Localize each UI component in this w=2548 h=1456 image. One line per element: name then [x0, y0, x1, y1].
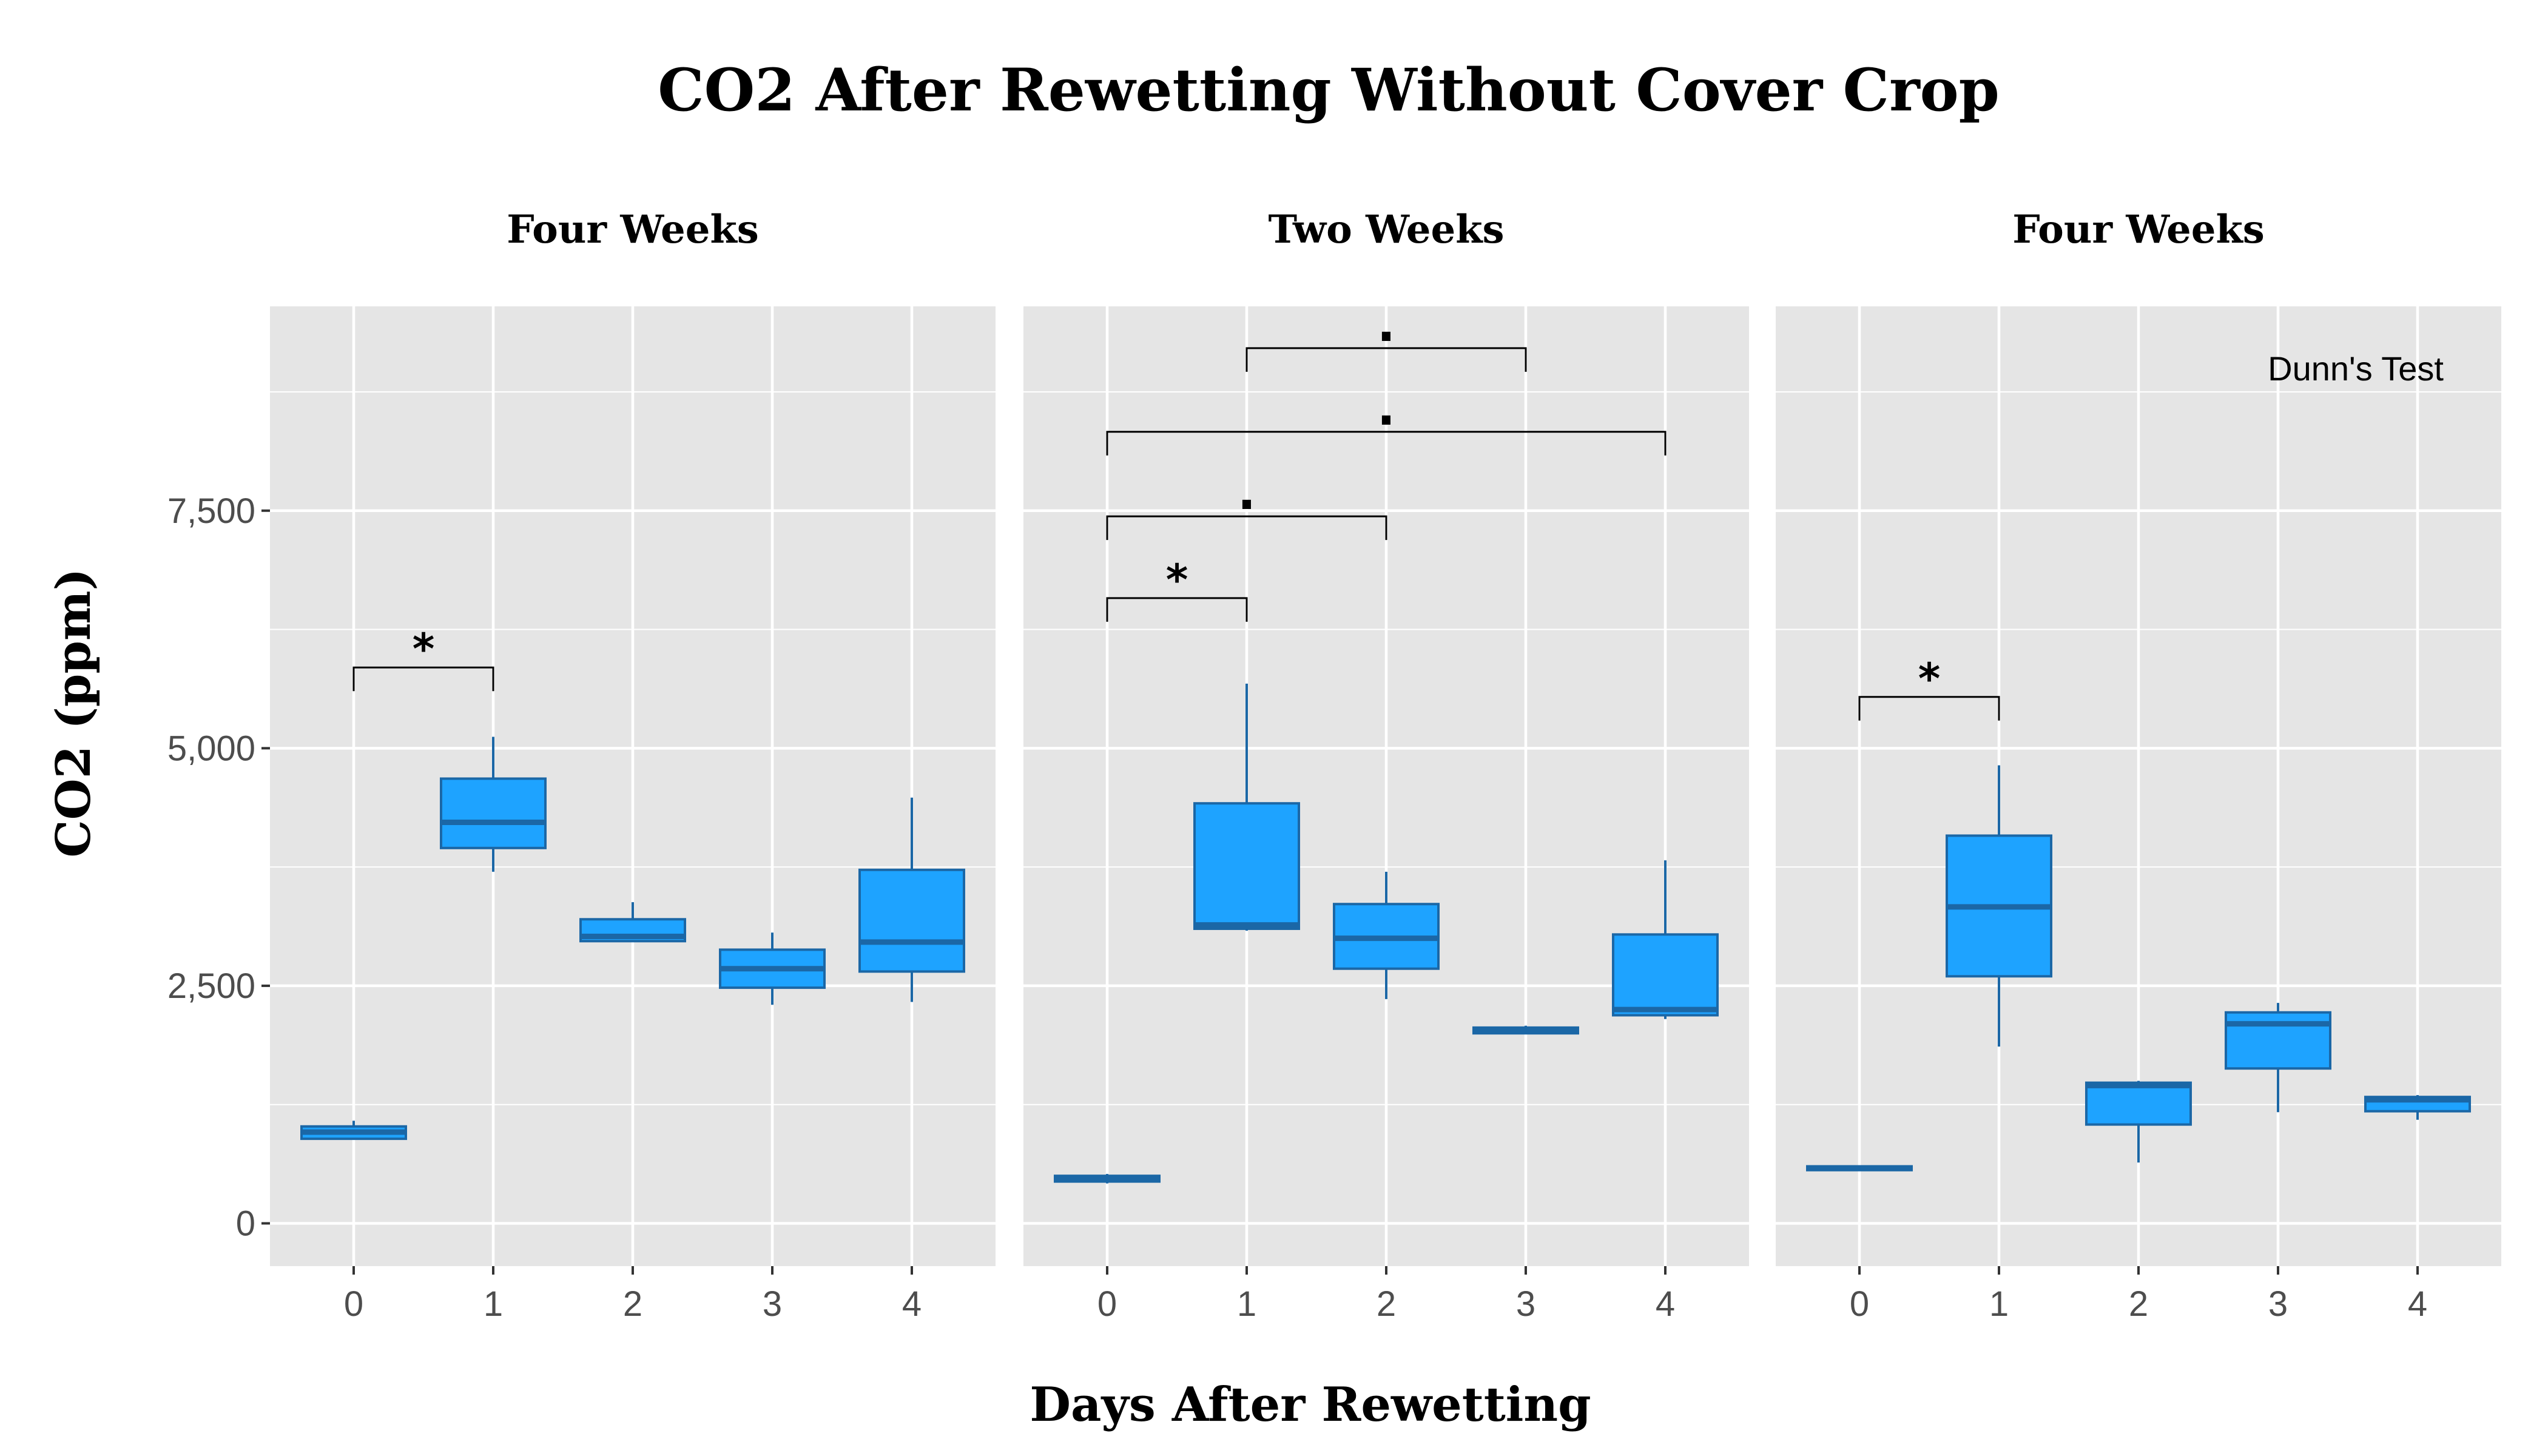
y-tick-label: 7,500: [167, 491, 255, 531]
box-1: [440, 736, 547, 872]
y-tick-label: 0: [236, 1204, 255, 1244]
x-tick-label: 3: [1516, 1284, 1535, 1324]
y-tick-label: 2,500: [167, 966, 255, 1006]
x-tick-label: 0: [344, 1284, 363, 1324]
box-2: [2085, 1080, 2192, 1163]
box-3: [719, 932, 826, 1005]
significance-label: .: [1238, 464, 1256, 521]
box-body: [1612, 933, 1719, 1017]
box-0: [300, 1121, 407, 1141]
bracket-line: [1858, 696, 2000, 721]
x-tick-label: 2: [623, 1284, 642, 1324]
panels-group: Four Weeks 0 1 2 3 4 * Two Weeks 0 1 2 3 4 *... Four W…: [270, 207, 2501, 1324]
x-tick-label: 0: [1850, 1284, 1869, 1324]
x-tick-label: 1: [1989, 1284, 2009, 1324]
significance-label: .: [1377, 380, 1395, 436]
panel-1: Four Weeks 0 1 2 3 4 *: [270, 207, 996, 1324]
bracket-line: [1106, 515, 1387, 541]
x-tick-label: 3: [763, 1284, 782, 1324]
annotation-label: Dunn's Test: [2268, 349, 2444, 388]
box-body: [440, 777, 547, 849]
bracket-line: [1106, 597, 1248, 622]
box-body: [858, 868, 965, 973]
x-tick-label: 4: [902, 1284, 922, 1324]
box-0: [1806, 1165, 1913, 1171]
bracket-line: [352, 666, 494, 692]
panel-label: Four Weeks: [2012, 207, 2265, 252]
x-tick-label: 0: [1097, 1284, 1117, 1324]
bracket-line: [1106, 431, 1667, 456]
x-tick-label: 1: [484, 1284, 503, 1324]
significance-label: *: [1166, 555, 1188, 605]
panel-label: Four Weeks: [507, 207, 759, 252]
chart-title: CO2 After Rewetting Without Cover Crop: [658, 56, 2000, 124]
x-axis-title: Days After Rewetting: [1030, 1377, 1591, 1432]
box-4: [858, 797, 965, 1002]
box-0: [1054, 1174, 1161, 1184]
significance-bracket: .: [1106, 380, 1667, 456]
panel-label: Two Weeks: [1268, 207, 1504, 252]
y-axis-title: CO2 (ppm): [46, 568, 101, 858]
y-axis: 0 2,500 5,000 7,500: [167, 491, 270, 1244]
box-1: [1946, 765, 2052, 1047]
box-body: [1193, 802, 1300, 930]
significance-bracket: .: [1245, 296, 1527, 372]
x-tick-label: 1: [1237, 1284, 1256, 1324]
y-tick-label: 5,000: [167, 729, 255, 768]
significance-label: *: [413, 624, 435, 674]
x-tick-label: 2: [1377, 1284, 1396, 1324]
significance-bracket: *: [1858, 654, 2000, 721]
significance-bracket: .: [1106, 464, 1387, 541]
box-4: [2364, 1095, 2471, 1120]
x-tick-label: 4: [2408, 1284, 2427, 1324]
panel-2: Two Weeks 0 1 2 3 4 *...: [1023, 207, 1749, 1324]
box-3: [1472, 1025, 1579, 1035]
significance-label: *: [1918, 654, 1941, 704]
box-3: [2225, 1003, 2331, 1113]
panel-3: Four Weeks 0 1 2 3 4 * Dunn's Test: [1776, 207, 2501, 1324]
x-tick-label: 2: [2129, 1284, 2148, 1324]
box-1: [1193, 683, 1300, 931]
box-body: [2225, 1011, 2331, 1070]
box-4: [1612, 860, 1719, 1019]
box-body: [2085, 1081, 2192, 1126]
significance-bracket: *: [352, 624, 494, 692]
significance-bracket: *: [1106, 555, 1248, 622]
bracket-line: [1245, 347, 1527, 372]
significance-label: .: [1377, 296, 1395, 352]
box-2: [579, 902, 686, 943]
x-tick-label: 4: [1656, 1284, 1675, 1324]
x-tick-label: 3: [2268, 1284, 2288, 1324]
box-2: [1333, 871, 1440, 999]
